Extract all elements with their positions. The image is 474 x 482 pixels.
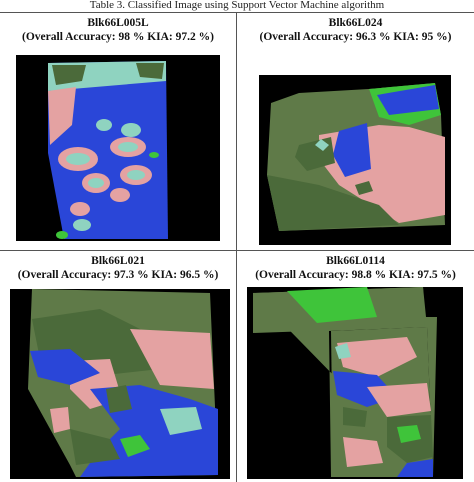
classified-map-image: [247, 287, 463, 479]
results-table: Blk66L005L (Overall Accuracy: 98 % KIA: …: [0, 12, 474, 482]
table-divider-vertical: [236, 13, 237, 482]
classified-map-image: [259, 75, 451, 245]
panel-accuracy: (Overall Accuracy: 98 % KIA: 97.2 %): [22, 31, 214, 43]
panel-accuracy: (Overall Accuracy: 96.3 % KIA: 95 %): [259, 31, 452, 43]
panel-accuracy: (Overall Accuracy: 97.3 % KIA: 96.5 %): [17, 269, 219, 281]
panel-blk66l024: Blk66L024 (Overall Accuracy: 96.3 % KIA:…: [237, 13, 474, 250]
panel-blk66l0114: Blk66L0114 (Overall Accuracy: 98.8 % KIA…: [237, 251, 474, 482]
panel-title: Blk66L005L: [87, 17, 149, 29]
panel-blk66l021: Blk66L021 (Overall Accuracy: 97.3 % KIA:…: [0, 251, 236, 482]
table-divider-horizontal: [0, 250, 474, 251]
table-caption: Table 3. Classified Image using Support …: [89, 0, 385, 11]
panel-title: Blk66L021: [91, 255, 145, 267]
classified-map-image: [16, 55, 220, 241]
classified-map-image: [10, 289, 230, 479]
panel-accuracy: (Overall Accuracy: 98.8 % KIA: 97.5 %): [255, 269, 456, 281]
panel-title: Blk66L024: [328, 17, 383, 29]
panel-title: Blk66L0114: [326, 255, 385, 267]
panel-blk66l005l: Blk66L005L (Overall Accuracy: 98 % KIA: …: [0, 13, 236, 250]
